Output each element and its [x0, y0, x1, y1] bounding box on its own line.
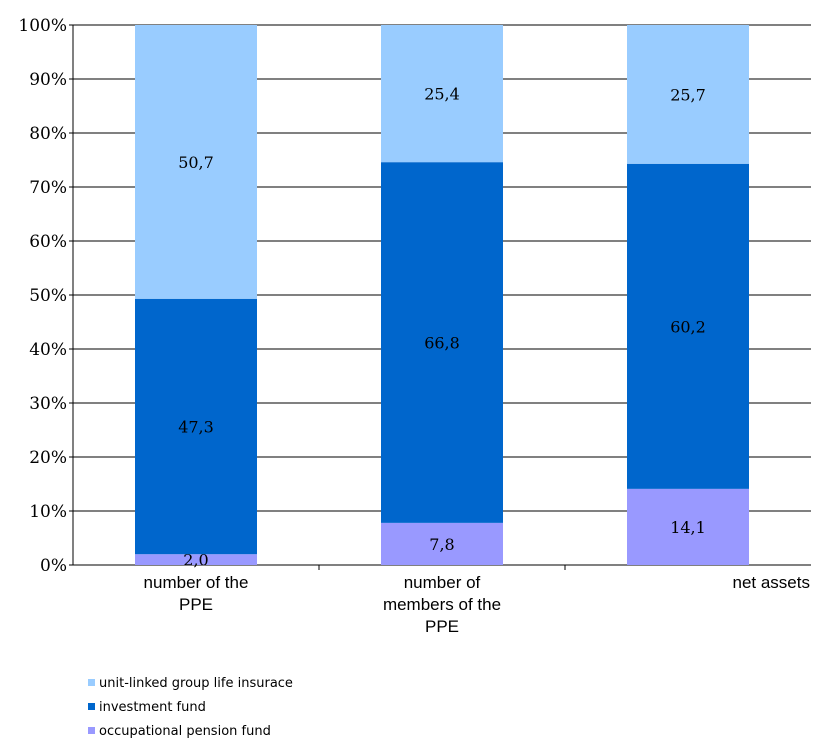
x-category-label: net assets — [733, 573, 811, 592]
data-label: 7,8 — [429, 535, 454, 554]
y-tick-label: 60% — [29, 232, 67, 252]
y-tick-label: 100% — [18, 16, 67, 36]
x-category-label: number of the — [144, 573, 249, 592]
data-label: 14,1 — [670, 518, 706, 537]
y-tick-label: 40% — [29, 340, 67, 360]
legend-swatch — [88, 703, 95, 710]
legend-label: occupational pension fund — [99, 724, 271, 739]
x-category-label: PPE — [425, 617, 459, 636]
data-label: 60,2 — [670, 317, 706, 336]
y-tick-label: 20% — [29, 448, 67, 468]
data-label: 66,8 — [424, 334, 460, 353]
x-category-label: number of — [404, 573, 481, 592]
bar-segment — [627, 163, 749, 489]
x-category-label: members of the — [383, 595, 501, 614]
data-label: 25,4 — [424, 85, 460, 104]
bar-segment — [381, 25, 503, 163]
bar-segment — [627, 488, 749, 565]
bar-segment — [627, 25, 749, 164]
data-label: 25,7 — [670, 85, 706, 104]
legend-item: unit-linked group life insurace — [88, 676, 293, 692]
x-category-label: PPE — [179, 595, 213, 614]
y-tick-label: 70% — [29, 178, 67, 198]
legend-swatch — [88, 679, 95, 686]
legend-item: investment fund — [88, 700, 206, 716]
y-tick-label: 0% — [40, 556, 67, 576]
legend-label: unit-linked group life insurace — [99, 676, 293, 691]
data-label: 47,3 — [178, 417, 214, 436]
bar-segment — [135, 554, 257, 565]
bar-segment — [135, 25, 257, 299]
y-tick-label: 80% — [29, 124, 67, 144]
bar-segment — [135, 298, 257, 555]
bar-segment — [381, 162, 503, 523]
y-tick-label: 10% — [29, 502, 67, 522]
y-tick-label: 90% — [29, 70, 67, 90]
legend-item: occupational pension fund — [88, 724, 271, 740]
data-label: 2,0 — [183, 551, 208, 570]
legend-label: investment fund — [99, 700, 206, 715]
bar-segment — [381, 522, 503, 565]
data-label: 50,7 — [178, 153, 214, 172]
legend-swatch — [88, 727, 95, 734]
y-tick-label: 50% — [29, 286, 67, 306]
y-tick-label: 30% — [29, 394, 67, 414]
